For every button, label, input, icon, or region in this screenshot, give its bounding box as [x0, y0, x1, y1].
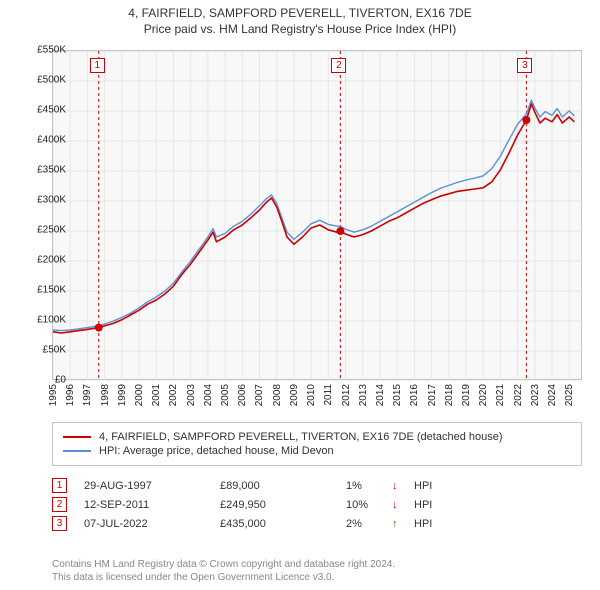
x-tick-label: 2006 — [237, 384, 248, 406]
sale-price: £249,950 — [220, 499, 340, 511]
x-tick-label: 2008 — [272, 384, 283, 406]
arrow-down-icon: ↓ — [392, 499, 408, 511]
sale-pct: 2% — [346, 518, 386, 530]
sale-marker-box: 1 — [90, 58, 105, 73]
sale-price: £435,000 — [220, 518, 340, 530]
x-tick-label: 1996 — [65, 384, 76, 406]
x-tick-label: 2015 — [392, 384, 403, 406]
x-tick-label: 2003 — [186, 384, 197, 406]
x-tick-label: 2016 — [409, 384, 420, 406]
sale-pct: 10% — [346, 499, 386, 511]
sale-date: 07-JUL-2022 — [84, 518, 214, 530]
x-tick-label: 2000 — [134, 384, 145, 406]
sale-price: £89,000 — [220, 480, 340, 492]
x-tick-label: 2013 — [358, 384, 369, 406]
y-tick-label: £250K — [37, 225, 66, 236]
chart-svg — [53, 51, 583, 381]
x-tick-label: 1998 — [100, 384, 111, 406]
x-tick-label: 2012 — [341, 384, 352, 406]
x-tick-label: 1995 — [48, 384, 59, 406]
sales-table: 1 29-AUG-1997 £89,000 1% ↓ HPI 2 12-SEP-2011 £24… — [52, 474, 582, 535]
legend: 4, FAIRFIELD, SAMPFORD PEVERELL, TIVERTO… — [52, 422, 582, 466]
y-tick-label: £200K — [37, 255, 66, 266]
plot-area — [52, 50, 582, 380]
sale-suffix: HPI — [414, 518, 454, 530]
legend-label-hpi: HPI: Average price, detached house, Mid … — [99, 445, 334, 457]
x-tick-label: 2014 — [375, 384, 386, 406]
y-tick-label: £550K — [37, 45, 66, 56]
arrow-up-icon: ↑ — [392, 518, 408, 530]
sale-suffix: HPI — [414, 499, 454, 511]
y-tick-label: £350K — [37, 165, 66, 176]
sale-row: 2 12-SEP-2011 £249,950 10% ↓ HPI — [52, 497, 582, 512]
x-tick-label: 1999 — [117, 384, 128, 406]
x-tick-label: 2025 — [564, 384, 575, 406]
arrow-down-icon: ↓ — [392, 480, 408, 492]
sale-date: 29-AUG-1997 — [84, 480, 214, 492]
y-tick-label: £450K — [37, 105, 66, 116]
y-tick-label: £500K — [37, 75, 66, 86]
x-tick-label: 2011 — [323, 384, 334, 406]
x-tick-label: 2009 — [289, 384, 300, 406]
legend-swatch-hpi — [63, 450, 91, 452]
sale-marker-box: 3 — [517, 58, 532, 73]
y-tick-label: £50K — [43, 345, 66, 356]
sale-row: 1 29-AUG-1997 £89,000 1% ↓ HPI — [52, 478, 582, 493]
title-address: 4, FAIRFIELD, SAMPFORD PEVERELL, TIVERTO… — [0, 6, 600, 22]
x-tick-label: 2007 — [254, 384, 265, 406]
legend-item-property: 4, FAIRFIELD, SAMPFORD PEVERELL, TIVERTO… — [63, 431, 571, 443]
x-tick-label: 2004 — [203, 384, 214, 406]
x-tick-label: 2018 — [444, 384, 455, 406]
x-tick-label: 2021 — [495, 384, 506, 406]
legend-item-hpi: HPI: Average price, detached house, Mid … — [63, 445, 571, 457]
legend-label-property: 4, FAIRFIELD, SAMPFORD PEVERELL, TIVERTO… — [99, 431, 503, 443]
x-tick-label: 2002 — [168, 384, 179, 406]
x-tick-label: 2023 — [530, 384, 541, 406]
footer-line1: Contains HM Land Registry data © Crown c… — [52, 558, 395, 571]
footer-attribution: Contains HM Land Registry data © Crown c… — [52, 558, 395, 584]
y-tick-label: £150K — [37, 285, 66, 296]
x-tick-label: 2010 — [306, 384, 317, 406]
x-tick-label: 2005 — [220, 384, 231, 406]
y-tick-label: £100K — [37, 315, 66, 326]
x-tick-label: 2019 — [461, 384, 472, 406]
x-tick-label: 2020 — [478, 384, 489, 406]
sale-pct: 1% — [346, 480, 386, 492]
sale-row-marker: 1 — [52, 478, 67, 493]
x-tick-label: 1997 — [82, 384, 93, 406]
y-tick-label: £300K — [37, 195, 66, 206]
chart-titles: 4, FAIRFIELD, SAMPFORD PEVERELL, TIVERTO… — [0, 0, 600, 37]
x-tick-label: 2001 — [151, 384, 162, 406]
x-tick-label: 2017 — [427, 384, 438, 406]
title-subtitle: Price paid vs. HM Land Registry's House … — [0, 22, 600, 38]
chart-container: 4, FAIRFIELD, SAMPFORD PEVERELL, TIVERTO… — [0, 0, 600, 590]
y-tick-label: £400K — [37, 135, 66, 146]
sale-row: 3 07-JUL-2022 £435,000 2% ↑ HPI — [52, 516, 582, 531]
footer-line2: This data is licensed under the Open Gov… — [52, 571, 395, 584]
sale-date: 12-SEP-2011 — [84, 499, 214, 511]
sale-suffix: HPI — [414, 480, 454, 492]
x-tick-label: 2024 — [547, 384, 558, 406]
sale-row-marker: 3 — [52, 516, 67, 531]
x-tick-label: 2022 — [513, 384, 524, 406]
legend-swatch-property — [63, 436, 91, 438]
sale-marker-box: 2 — [331, 58, 346, 73]
sale-row-marker: 2 — [52, 497, 67, 512]
